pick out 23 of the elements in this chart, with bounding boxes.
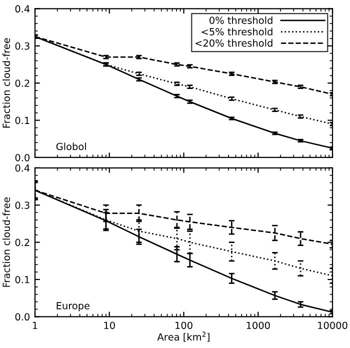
legend-label: 0% threshold — [210, 16, 272, 24]
legend-label: <5% threshold — [202, 28, 272, 36]
y-tick-label: 0.0 — [15, 154, 30, 162]
y-axis-title: Fraction cloud-free — [2, 197, 10, 287]
y-tick-label: 0.3 — [15, 42, 30, 50]
x-axis-title: Area [km$^{2}$] — [157, 332, 210, 342]
y-tick-label: 0.2 — [15, 80, 30, 87]
y-tick-label: 0.1 — [15, 276, 30, 284]
annotation: Globol — [56, 142, 86, 150]
y-tick-label: 0.0 — [15, 313, 30, 321]
y-tick-label: 0.3 — [15, 202, 30, 209]
x-tick-label: 10000 — [318, 322, 348, 330]
y-tick-label: 0.4 — [15, 5, 30, 13]
y-axis-title: Fraction cloud-free — [2, 38, 10, 128]
x-tick-label: 10 — [104, 322, 115, 330]
legend-label: <20% threshold — [196, 39, 272, 47]
x-tick-label: 100 — [176, 322, 192, 330]
annotation: Europe — [56, 302, 90, 312]
x-tick-label: 1 — [32, 322, 38, 329]
y-tick-label: 0.4 — [15, 164, 30, 172]
y-tick-label: 0.2 — [15, 238, 30, 246]
y-tick-label: 0.1 — [15, 116, 30, 124]
x-tick-label: 1000 — [246, 322, 270, 330]
